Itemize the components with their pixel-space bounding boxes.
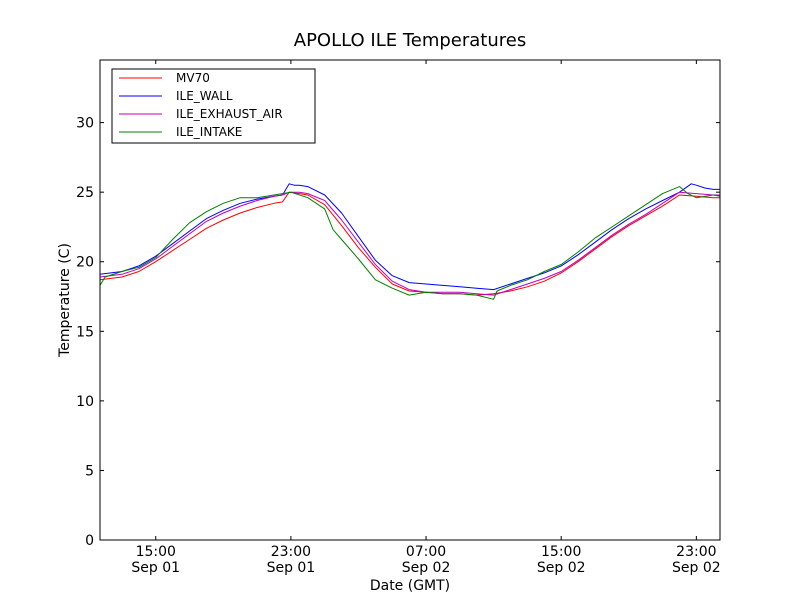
legend-box [111, 68, 316, 144]
x-tick-label-time: 23:00 [271, 544, 311, 560]
chart-title: APOLLO ILE Temperatures [294, 30, 526, 51]
series-line-ile-wall [100, 183, 720, 291]
x-tick-label-date: Sep 02 [537, 560, 586, 576]
x-tick-label-date: Sep 01 [267, 560, 316, 576]
y-tick-label: 30 [76, 116, 94, 132]
series-line-ile-exhaust-air [100, 191, 720, 296]
x-tick-label-date: Sep 02 [672, 560, 721, 576]
y-tick-label: 10 [76, 394, 94, 410]
y-tick-label: 0 [85, 533, 94, 549]
legend-label: ILE_WALL [176, 89, 233, 103]
plot-frame [99, 59, 721, 541]
x-tick-label-time: 07:00 [406, 544, 446, 560]
x-tick-label-time: 23:00 [676, 544, 716, 560]
y-tick-label: 15 [76, 324, 94, 340]
y-tick-label: 5 [85, 463, 94, 479]
series-layer [100, 183, 720, 300]
y-tick-label: 20 [76, 255, 94, 271]
legend: MV70 ILE_WALL ILE_EXHAUST_AIR ILE_INTAKE [111, 68, 316, 144]
series-line-ile-intake [100, 186, 720, 300]
x-tick-label-date: Sep 01 [131, 560, 180, 576]
x-tick-label-time: 15:00 [136, 544, 176, 560]
x-tick-label-time: 15:00 [541, 544, 581, 560]
legend-label: ILE_INTAKE [176, 125, 242, 139]
x-tick-label-date: Sep 02 [402, 560, 451, 576]
series-line-mv70 [100, 191, 720, 296]
legend-label: MV70 [176, 71, 210, 85]
y-tick-label: 25 [76, 185, 94, 201]
x-axis-label: Date (GMT) [370, 578, 450, 594]
legend-label: ILE_EXHAUST_AIR [176, 107, 283, 121]
y-axis-ticks: 0 5 10 15 20 25 30 [76, 116, 720, 549]
y-axis-label: Temperature (C) [57, 243, 73, 358]
